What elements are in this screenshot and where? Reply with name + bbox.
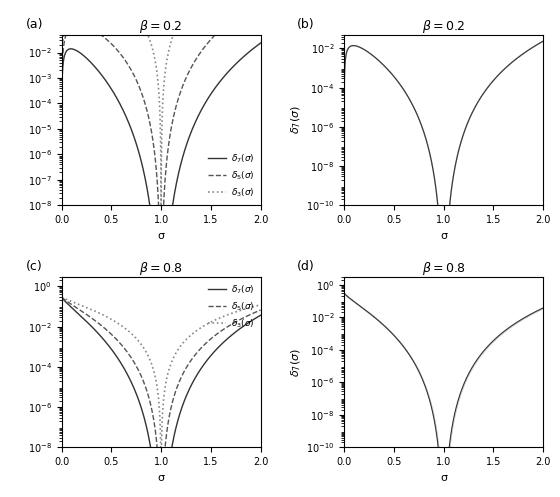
$\delta_5(\sigma)$ [232, 319, 239, 325]
$\delta_3(\sigma)$ [143, 350, 150, 356]
$\delta_7(\sigma)$ [93, 328, 100, 334]
$\delta_7(\sigma)$ [257, 40, 264, 46]
X-axis label: σ: σ [440, 231, 447, 241]
$\delta_7(\sigma)$ [254, 43, 260, 49]
Legend: $\delta_7(\sigma)$, $\delta_5(\sigma)$, $\delta_3(\sigma)$: $\delta_7(\sigma)$, $\delta_5(\sigma)$, … [204, 279, 258, 333]
$\delta_5(\sigma)$ [81, 23, 88, 29]
Legend: $\delta_7(\sigma)$, $\delta_5(\sigma)$, $\delta_3(\sigma)$: $\delta_7(\sigma)$, $\delta_5(\sigma)$, … [204, 149, 258, 203]
$\delta_3(\sigma)$ [81, 304, 88, 310]
X-axis label: σ: σ [440, 473, 447, 483]
$\delta_5(\sigma)$ [257, 0, 264, 4]
$\delta_5(\sigma)$ [93, 29, 100, 35]
$\delta_5(\sigma)$ [158, 480, 165, 486]
$\delta_5(\sigma)$ [254, 309, 260, 315]
Line: $\delta_5(\sigma)$: $\delta_5(\sigma)$ [62, 297, 260, 497]
$\delta_7(\sigma)$ [232, 62, 239, 68]
$\delta_5(\sigma)$ [143, 106, 150, 112]
Line: $\delta_5(\sigma)$: $\delta_5(\sigma)$ [62, 1, 260, 483]
$\delta_7(\sigma)$ [81, 53, 88, 59]
$\delta_7(\sigma)$ [58, 108, 65, 114]
Text: (c): (c) [26, 260, 43, 273]
$\delta_7(\sigma)$ [93, 65, 100, 71]
$\delta_3(\sigma)$ [58, 294, 65, 300]
$\delta_5(\sigma)$ [58, 102, 65, 108]
$\delta_5(\sigma)$ [143, 387, 150, 393]
Line: $\delta_3(\sigma)$: $\delta_3(\sigma)$ [62, 0, 260, 255]
Text: (b): (b) [296, 18, 314, 31]
$\delta_7(\sigma)$ [254, 315, 260, 321]
Title: $\beta =0.2$: $\beta =0.2$ [422, 18, 465, 35]
$\delta_5(\sigma)$ [257, 307, 264, 313]
$\delta_3(\sigma)$ [254, 303, 260, 309]
$\delta_3(\sigma)$ [158, 252, 165, 258]
Line: $\delta_7(\sigma)$: $\delta_7(\sigma)$ [62, 297, 260, 497]
Title: $\beta =0.8$: $\beta =0.8$ [422, 260, 466, 277]
$\delta_3(\sigma)$ [134, 15, 141, 21]
$\delta_7(\sigma)$ [58, 294, 65, 300]
$\delta_3(\sigma)$ [134, 337, 141, 343]
Y-axis label: $\delta_7(\sigma)$: $\delta_7(\sigma)$ [290, 105, 303, 135]
$\delta_5(\sigma)$ [93, 319, 100, 325]
Text: (a): (a) [26, 18, 43, 31]
Text: (d): (d) [296, 260, 314, 273]
$\delta_5(\sigma)$ [58, 294, 65, 300]
Y-axis label: $\delta_7(\sigma)$: $\delta_7(\sigma)$ [290, 347, 303, 377]
$\delta_3(\sigma)$ [257, 302, 264, 308]
$\delta_5(\sigma)$ [81, 310, 88, 316]
X-axis label: σ: σ [157, 231, 165, 241]
$\delta_3(\sigma)$ [143, 29, 150, 35]
Title: $\beta =0.8$: $\beta =0.8$ [139, 260, 183, 277]
$\delta_7(\sigma)$ [143, 183, 150, 189]
$\delta_3(\sigma)$ [93, 309, 100, 315]
Line: $\delta_3(\sigma)$: $\delta_3(\sigma)$ [62, 297, 260, 497]
$\delta_5(\sigma)$ [134, 81, 141, 87]
$\delta_3(\sigma)$ [232, 309, 239, 315]
$\delta_3(\sigma)$ [58, 95, 65, 101]
$\delta_7(\sigma)$ [134, 395, 141, 401]
$\delta_7(\sigma)$ [143, 424, 150, 430]
$\delta_7(\sigma)$ [257, 312, 264, 318]
$\delta_7(\sigma)$ [134, 146, 141, 152]
Line: $\delta_7(\sigma)$: $\delta_7(\sigma)$ [62, 43, 260, 497]
$\delta_5(\sigma)$ [232, 14, 239, 20]
X-axis label: σ: σ [157, 473, 165, 483]
$\delta_7(\sigma)$ [81, 317, 88, 323]
$\delta_7(\sigma)$ [232, 329, 239, 335]
$\delta_5(\sigma)$ [134, 366, 141, 372]
Title: $\beta =0.2$: $\beta =0.2$ [139, 18, 183, 35]
$\delta_5(\sigma)$ [254, 0, 260, 6]
